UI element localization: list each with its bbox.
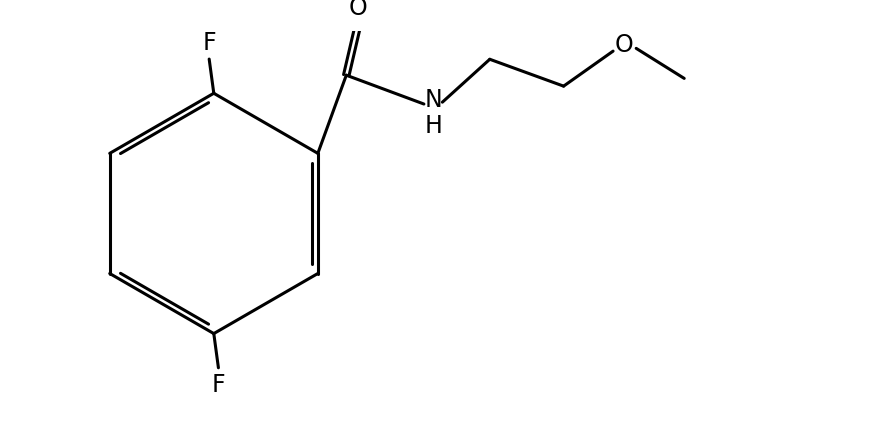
Text: O: O <box>615 33 633 57</box>
Text: F: F <box>202 32 216 55</box>
Text: O: O <box>349 0 368 20</box>
Text: H: H <box>424 114 442 138</box>
Text: F: F <box>212 372 225 397</box>
Text: N: N <box>424 88 442 112</box>
